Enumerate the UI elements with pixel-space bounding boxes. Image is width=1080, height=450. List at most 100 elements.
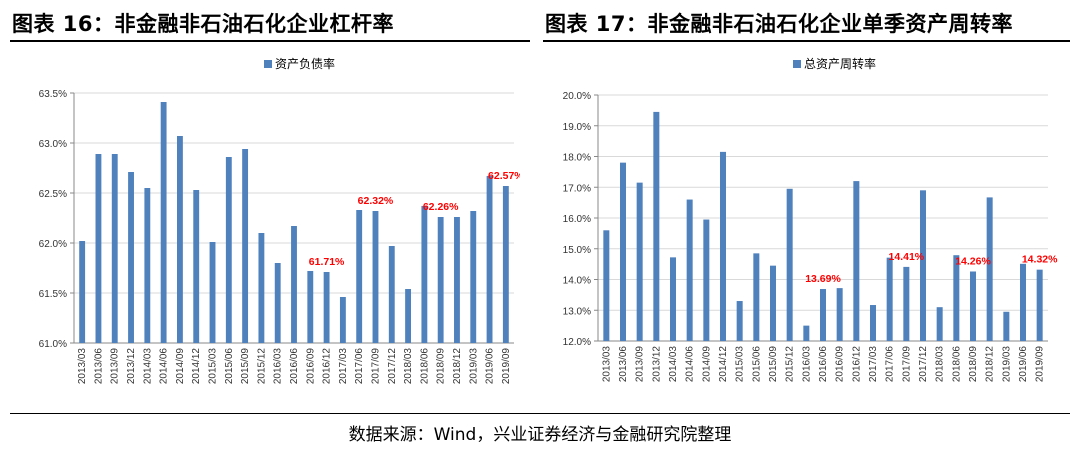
x-tick-label: 2013/03: [77, 348, 88, 385]
x-tick-label: 2018/12: [985, 346, 996, 383]
bar: [388, 246, 395, 343]
x-tick-label: 2016/06: [818, 346, 829, 383]
x-tick-label: 2018/06: [951, 346, 962, 383]
data-label: 61.71%: [309, 256, 345, 268]
data-label: 14.41%: [889, 251, 925, 263]
bar: [653, 111, 660, 341]
x-tick-label: 2019/03: [1001, 346, 1012, 383]
x-tick-label: 2014/03: [668, 346, 679, 383]
bar: [670, 257, 676, 341]
x-tick-label: 2018/03: [935, 346, 946, 383]
bar: [1020, 263, 1026, 341]
x-tick-label: 2019/09: [1035, 346, 1046, 383]
x-tick-label: 2015/12: [785, 346, 796, 383]
x-tick-label: 2016/09: [835, 346, 846, 383]
x-tick-label: 2017/06: [354, 348, 365, 385]
data-label: 62.57%: [488, 170, 520, 182]
x-tick-label: 2013/12: [126, 348, 137, 385]
bar: [753, 253, 760, 341]
x-tick-label: 2016/12: [851, 346, 862, 383]
bar: [853, 181, 860, 341]
x-tick-label: 2019/06: [485, 348, 496, 385]
y-tick-label: 12.0%: [563, 337, 591, 348]
bar: [486, 176, 493, 343]
x-tick-label: 2016/03: [273, 348, 284, 385]
x-tick-label: 2013/12: [651, 346, 662, 383]
x-tick-label: 2013/09: [635, 346, 646, 383]
bar: [953, 255, 960, 341]
bar: [258, 233, 265, 343]
bar: [886, 257, 893, 341]
bar: [836, 288, 843, 341]
x-tick-label: 2015/12: [256, 348, 267, 385]
left-chart-title: 图表 16：非金融非石油石化企业杠杆率: [12, 12, 395, 36]
bar: [620, 162, 626, 341]
bar: [437, 217, 444, 343]
x-tick-label: 2014/09: [175, 348, 186, 385]
bar: [372, 211, 379, 343]
x-tick-label: 2015/03: [735, 346, 746, 383]
data-label: 14.32%: [1022, 254, 1058, 266]
x-tick-label: 2014/09: [701, 346, 712, 383]
bar: [291, 226, 297, 343]
right-chart-title: 图表 17：非金融非石油石化企业单季资产周转率: [545, 12, 1014, 36]
bar: [936, 307, 943, 341]
x-tick-label: 2019/09: [501, 348, 512, 385]
legend: 总资产周转率: [793, 56, 876, 71]
bar: [242, 149, 249, 343]
source-note: 数据来源：Wind，兴业证券经济与金融研究院整理: [348, 425, 732, 445]
bar: [323, 272, 330, 343]
y-tick-label: 14.0%: [563, 276, 591, 287]
y-tick-label: 63.0%: [39, 139, 67, 150]
bar: [1003, 311, 1010, 341]
x-tick-label: 2017/12: [387, 348, 398, 385]
x-tick-label: 2018/03: [403, 348, 414, 385]
x-tick-label: 2015/09: [240, 348, 251, 385]
right-title-rule: [543, 40, 1070, 42]
x-tick-label: 2014/12: [718, 346, 729, 383]
bar: [128, 172, 134, 343]
x-tick-label: 2016/09: [305, 348, 316, 385]
x-tick-label: 2015/06: [751, 346, 762, 383]
bar: [454, 217, 460, 343]
bar: [703, 219, 710, 341]
x-tick-label: 2017/06: [885, 346, 896, 383]
x-tick-label: 2017/03: [868, 346, 879, 383]
bar: [786, 188, 793, 341]
y-tick-label: 19.0%: [563, 122, 591, 133]
x-tick-label: 2017/09: [901, 346, 912, 383]
bar: [820, 289, 826, 341]
x-tick-label: 2018/12: [452, 348, 463, 385]
left-title-rule: [10, 40, 530, 42]
legend-swatch: [793, 60, 801, 68]
bar: [870, 305, 876, 341]
legend-label: 资产负债率: [275, 56, 335, 71]
data-label: 62.32%: [358, 195, 394, 207]
x-tick-label: 2017/09: [370, 348, 381, 385]
data-label: 62.26%: [423, 201, 459, 213]
bar: [307, 271, 314, 343]
legend-swatch: [264, 60, 272, 68]
bar: [225, 157, 232, 343]
footer-rule: [10, 413, 1070, 414]
y-tick-label: 18.0%: [563, 153, 591, 164]
y-tick-label: 61.0%: [39, 339, 67, 350]
data-label: 14.26%: [955, 256, 991, 268]
bar: [986, 197, 993, 341]
bar: [95, 154, 102, 343]
bar: [421, 206, 428, 343]
bar: [720, 151, 726, 341]
y-tick-label: 15.0%: [563, 245, 591, 256]
x-tick-label: 2018/09: [968, 346, 979, 383]
y-tick-label: 13.0%: [563, 306, 591, 317]
x-tick-label: 2018/06: [419, 348, 430, 385]
x-tick-label: 2016/03: [801, 346, 812, 383]
legend: 资产负债率: [264, 56, 335, 71]
x-tick-label: 2013/06: [618, 346, 629, 383]
y-tick-label: 20.0%: [563, 91, 591, 102]
bar: [160, 102, 167, 343]
x-tick-label: 2019/03: [468, 348, 479, 385]
y-tick-label: 62.0%: [39, 239, 67, 250]
bar: [920, 190, 926, 341]
bar: [356, 210, 363, 343]
